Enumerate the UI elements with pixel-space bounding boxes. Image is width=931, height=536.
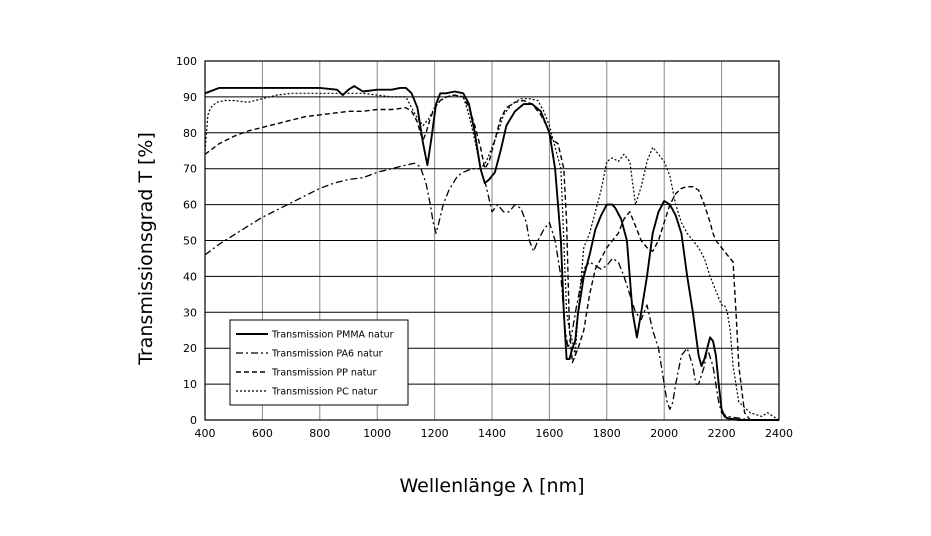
x-tick-label: 1800 — [593, 427, 621, 440]
legend-label: Transmission PA6 natur — [271, 349, 383, 360]
y-tick-label: 50 — [183, 235, 197, 248]
y-tick-label: 40 — [183, 270, 197, 283]
y-tick-label: 30 — [183, 306, 197, 319]
y-tick-label: 0 — [190, 414, 197, 427]
legend-label: Transmission PMMA natur — [271, 330, 394, 341]
y-tick-label: 80 — [183, 127, 197, 140]
y-tick-label: 100 — [176, 55, 197, 68]
y-tick-label: 70 — [183, 163, 197, 176]
x-tick-label: 1400 — [478, 427, 506, 440]
legend-label: Transmission PC natur — [271, 387, 377, 398]
legend: Transmission PMMA natur Transmission PA6 … — [229, 319, 409, 406]
series-line-3 — [204, 94, 779, 421]
y-tick-label: 20 — [183, 342, 197, 355]
x-tick-label: 1600 — [535, 427, 563, 440]
y-tick-label: 90 — [183, 91, 197, 104]
tick-layer: 400 600 800 1000 1200 1400 1600 1800 2000 2200 240… — [176, 55, 793, 440]
y-tick-label: 10 — [183, 378, 197, 391]
legend-label: Transmission PP natur — [271, 368, 376, 379]
y-tick-label: 60 — [183, 199, 197, 212]
x-tick-label: 2000 — [650, 427, 678, 440]
x-axis-title: Wellenlänge λ [nm] — [399, 475, 584, 497]
series-line-2 — [204, 162, 779, 421]
y-axis-title: Transmissionsgrad T [%] — [135, 132, 157, 366]
series-line-1 — [204, 85, 779, 421]
x-tick-label: 1200 — [421, 427, 449, 440]
series-layer — [204, 85, 780, 421]
x-tick-label: 800 — [309, 427, 330, 440]
x-tick-label: 600 — [252, 427, 273, 440]
series-line-4 — [204, 92, 780, 421]
plot-frame — [204, 60, 780, 421]
x-tick-label: 1000 — [363, 427, 391, 440]
x-tick-label: 2200 — [708, 427, 736, 440]
x-tick-label: 400 — [195, 427, 216, 440]
x-tick-label: 2400 — [765, 427, 793, 440]
